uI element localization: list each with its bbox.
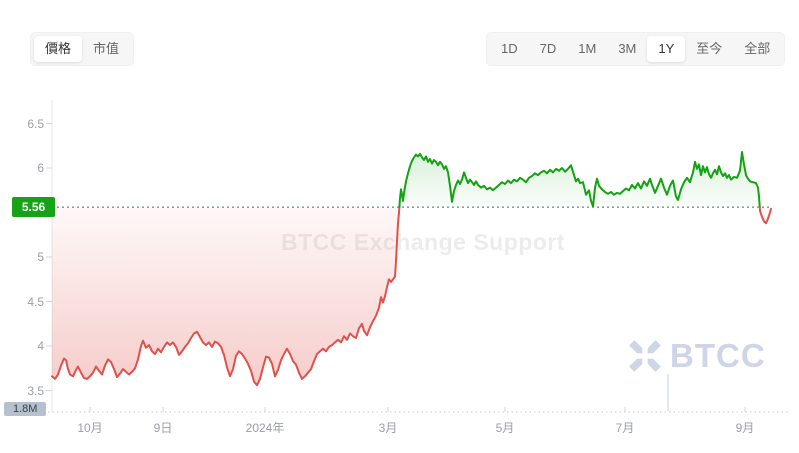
range-3m-button[interactable]: 3M	[607, 36, 647, 62]
range-1m-button[interactable]: 1M	[567, 36, 607, 62]
volume-badge: 1.8M	[4, 402, 47, 416]
btcc-logo-icon	[624, 335, 666, 377]
range-ytd-button[interactable]: 至今	[685, 36, 733, 62]
range-1d-button[interactable]: 1D	[490, 36, 529, 62]
brand-name: BTCC	[670, 337, 766, 374]
metric-toggle: 價格 市值	[30, 32, 135, 66]
range-all-button[interactable]: 全部	[733, 36, 781, 62]
range-1y-button[interactable]: 1Y	[647, 36, 686, 62]
brand-logo: BTCC	[624, 335, 766, 377]
toggle-price-button[interactable]: 價格	[34, 36, 83, 62]
current-price-badge: 5.56	[12, 197, 55, 217]
range-7d-button[interactable]: 7D	[529, 36, 568, 62]
range-selector: 1D 7D 1M 3M 1Y 至今 全部	[486, 32, 786, 66]
toggle-market-cap-button[interactable]: 市值	[82, 36, 130, 62]
